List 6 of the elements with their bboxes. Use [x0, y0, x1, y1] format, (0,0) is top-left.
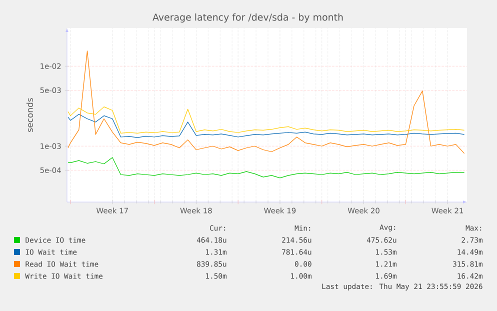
- line-series: [68, 114, 465, 138]
- line-series: [68, 157, 465, 178]
- chart-title: Average latency for /dev/sda - by month: [152, 13, 343, 23]
- line-series: [68, 106, 465, 134]
- y-axis-title: seconds: [26, 98, 33, 132]
- line-series: [68, 50, 465, 154]
